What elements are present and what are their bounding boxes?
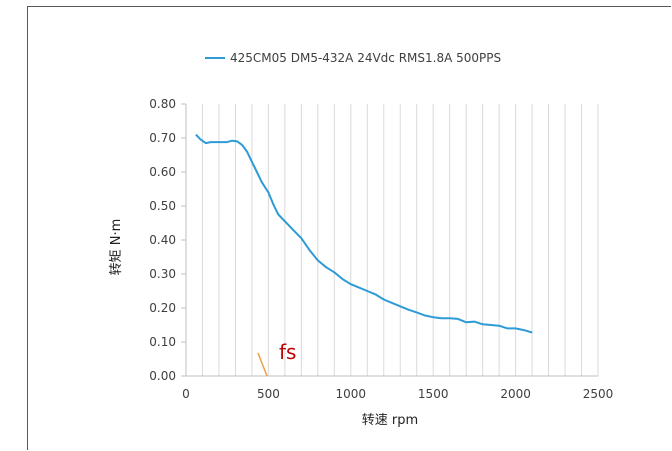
x-tick-label: 1000 — [336, 387, 367, 401]
grid-layer — [185, 104, 599, 377]
y-axis-title: 转矩 N·m — [109, 219, 124, 276]
y-tick-label: 0.60 — [149, 165, 176, 179]
y-tick-label: 0.70 — [149, 131, 176, 145]
y-tick-label: 0.50 — [149, 199, 176, 213]
y-tick-label: 0.10 — [149, 335, 176, 349]
legend-label: 425CM05 DM5-432A 24Vdc RMS1.8A 500PPS — [230, 51, 501, 65]
chart-canvas: 0.00 0.10 0.20 0.30 0.40 0.50 0.60 0.70 0.80 0 500… — [109, 51, 613, 428]
y-tick-label: 0.20 — [149, 301, 176, 315]
y-tick-label: 0.00 — [149, 369, 176, 383]
series-line — [195, 133, 533, 334]
y-tick-label: 0.40 — [149, 233, 176, 247]
x-tick-label: 0 — [182, 387, 190, 401]
x-tick-label: 1500 — [418, 387, 449, 401]
fs-marker-line — [257, 352, 268, 377]
y-tick-label: 0.80 — [149, 97, 176, 111]
fs-annotation: fs — [279, 340, 296, 364]
marks-layer — [195, 133, 533, 334]
y-tick-label: 0.30 — [149, 267, 176, 281]
x-tick-label: 500 — [257, 387, 280, 401]
x-tick-label: 2000 — [500, 387, 531, 401]
x-tick-label: 2500 — [583, 387, 614, 401]
ticks-layer: 0.00 0.10 0.20 0.30 0.40 0.50 0.60 0.70 0.80 0 500… — [149, 97, 613, 401]
x-axis-title: 转速 rpm — [362, 413, 418, 428]
chart-frame: 0.00 0.10 0.20 0.30 0.40 0.50 0.60 0.70 0.80 0 500… — [27, 6, 671, 450]
